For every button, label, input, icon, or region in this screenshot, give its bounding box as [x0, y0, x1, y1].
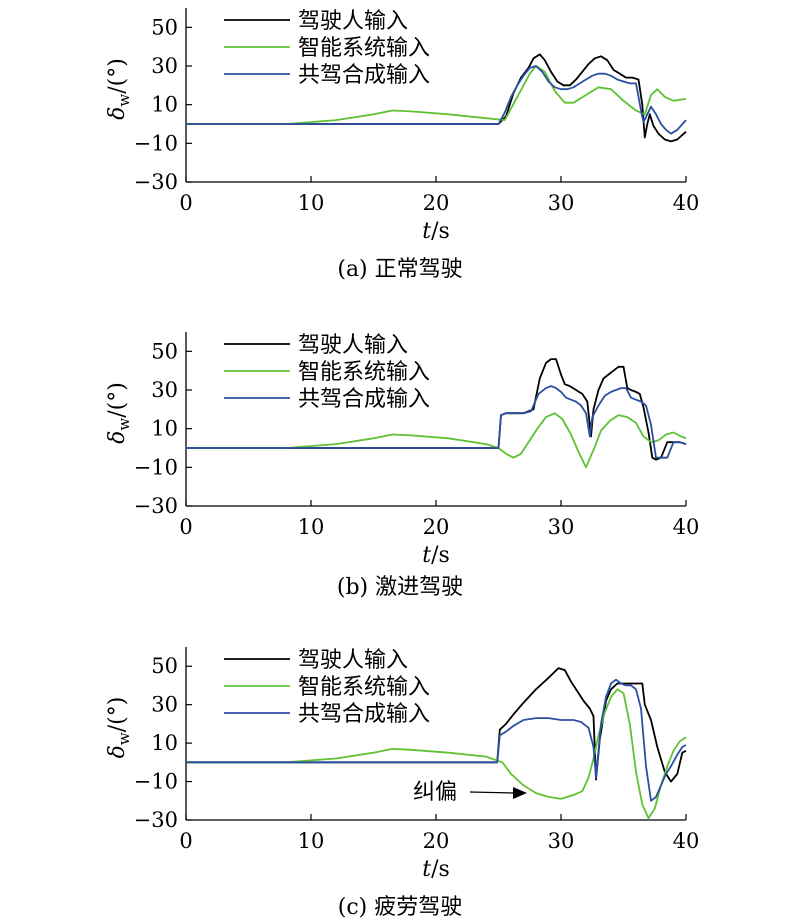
panel-caption: (c) 疲劳驾驶 [338, 895, 462, 920]
series-line-3 [186, 65, 687, 135]
x-tick-label: 40 [673, 515, 700, 539]
y-tick-label: 30 [151, 54, 178, 78]
legend-label: 智能系统输入 [298, 36, 430, 61]
legend-label: 共驾合成输入 [298, 63, 430, 88]
annotation-label: 纠偏 [413, 780, 457, 805]
x-tick-label: 20 [423, 829, 450, 853]
x-axis-label: t/s [422, 219, 450, 244]
series-line-3 [186, 678, 687, 802]
x-tick-label: 0 [179, 191, 192, 215]
x-axis-label: t/s [422, 543, 450, 568]
legend-label: 驾驶人输入 [298, 9, 408, 34]
y-tick-label: 10 [151, 731, 178, 755]
series-line-1 [186, 358, 687, 461]
y-tick-label: 50 [151, 15, 178, 39]
y-tick-label: 10 [151, 417, 178, 441]
annotation-arrowhead [513, 787, 527, 799]
x-axis-label: t/s [422, 857, 450, 882]
y-axis-label: δw/(°) [105, 382, 133, 444]
legend-label: 共驾合成输入 [298, 387, 430, 412]
y-tick-label: 10 [151, 93, 178, 117]
chart-panel-1: 50 30 10 −10 −300 10 20 30 40 t/s δw/(°) 驾驶人输入智能系统输… [105, 8, 699, 282]
legend-label: 驾驶人输入 [298, 648, 408, 673]
x-tick-label: 40 [673, 191, 700, 215]
x-tick-label: 10 [298, 829, 325, 853]
x-tick-label: 0 [179, 515, 192, 539]
y-tick-label: −30 [134, 170, 178, 194]
y-tick-label: 50 [151, 339, 178, 363]
x-tick-label: 10 [298, 515, 325, 539]
series-line-1 [186, 53, 687, 143]
y-tick-label: −10 [134, 770, 178, 794]
x-tick-label: 30 [548, 515, 575, 539]
chart-panel-2: 50 30 10 −10 −300 10 20 30 40 t/s δw/(°) 驾驶人输入智能系统输… [105, 332, 699, 600]
x-tick-label: 20 [423, 191, 450, 215]
legend-label: 智能系统输入 [298, 360, 430, 385]
series-line-2 [186, 412, 687, 469]
y-axis-label: δw/(°) [105, 58, 133, 120]
y-axis-label: δw/(°) [105, 697, 133, 759]
y-tick-label: −10 [134, 455, 178, 479]
x-tick-label: 40 [673, 829, 700, 853]
y-tick-label: −30 [134, 494, 178, 518]
panel-caption: (b) 激进驾驶 [337, 575, 463, 600]
y-tick-label: 30 [151, 693, 178, 717]
y-tick-label: 30 [151, 378, 178, 402]
series-line-2 [186, 688, 687, 819]
y-tick-label: 50 [151, 654, 178, 678]
x-tick-label: 20 [423, 515, 450, 539]
panel-caption: (a) 正常驾驶 [337, 257, 462, 282]
x-tick-label: 10 [298, 191, 325, 215]
x-tick-label: 30 [548, 191, 575, 215]
series-line-2 [186, 65, 687, 125]
legend-label: 驾驶人输入 [298, 333, 408, 358]
x-tick-label: 0 [179, 829, 192, 853]
legend-label: 共驾合成输入 [298, 702, 430, 727]
legend-label: 智能系统输入 [298, 675, 430, 700]
y-tick-label: −10 [134, 131, 178, 155]
y-tick-label: −30 [134, 808, 178, 832]
series-line-3 [186, 385, 687, 459]
annotation-arrow [469, 791, 516, 794]
chart-panel-3: 50 30 10 −10 −300 10 20 30 40 t/s δw/(°) 驾驶人输入智能系统输… [105, 647, 699, 920]
x-tick-label: 30 [548, 829, 575, 853]
